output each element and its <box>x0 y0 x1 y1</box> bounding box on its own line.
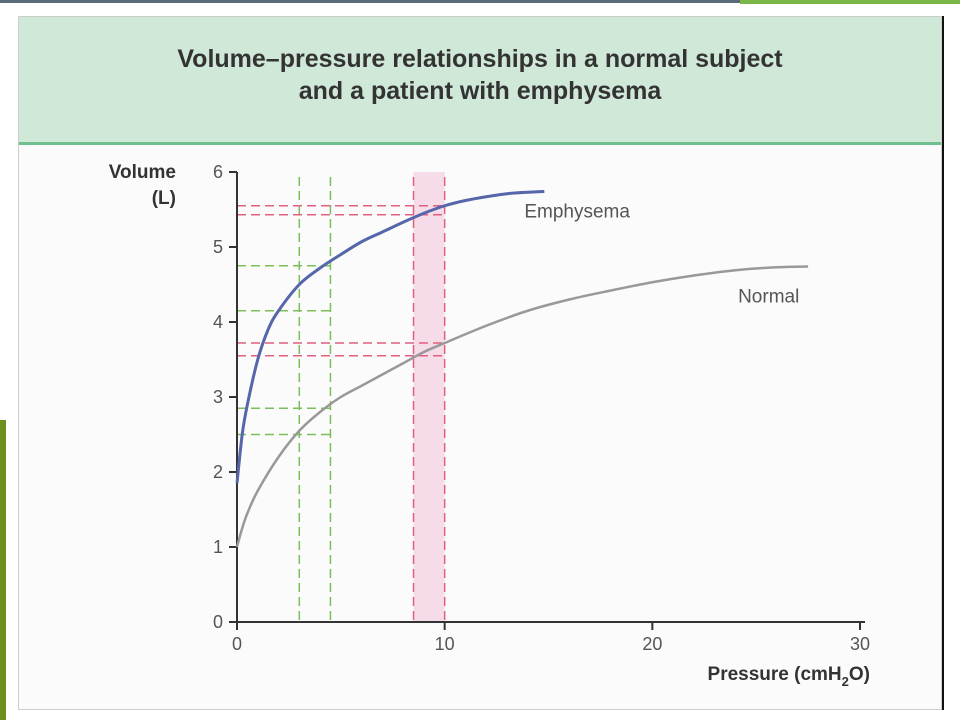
x-axis-label-prefix: Pressure (cmH <box>708 664 842 685</box>
y-tick-label-1: 1 <box>213 537 223 557</box>
guide-lines-layer <box>237 177 446 622</box>
x-tick-label-30: 30 <box>850 634 870 654</box>
y-tick-label-6: 6 <box>213 162 223 182</box>
x-axis-label: Pressure (cmH2O) <box>708 664 870 689</box>
x-tick-label-20: 20 <box>642 634 662 654</box>
emphysema-series-label: Emphysema <box>524 202 630 223</box>
top-border-line <box>0 0 960 3</box>
shaded-region-layer <box>413 172 445 622</box>
x-tick-label-10: 10 <box>435 634 455 654</box>
chart-title-line-2: and a patient with emphysema <box>298 76 662 105</box>
top-accent-bar <box>740 0 960 4</box>
chart-title-line-1: Volume–pressure relationships in a norma… <box>177 44 783 73</box>
figure-panel: Volume–pressure relationships in a norma… <box>18 16 942 710</box>
ticks-layer: 0 1 2 3 4 5 6 0 10 20 30 <box>213 162 870 654</box>
chart-title: Volume–pressure relationships in a norma… <box>177 43 782 107</box>
series-layer: Emphysema Normal <box>235 190 809 548</box>
normal-series-label: Normal <box>738 287 799 308</box>
y-tick-label-2: 2 <box>213 462 223 482</box>
x-axis-label-suffix: O) <box>849 664 870 685</box>
y-axis-label-line-1: Volume <box>109 162 176 183</box>
shaded-pressure-band <box>413 172 445 622</box>
y-tick-label-0: 0 <box>213 612 223 632</box>
y-tick-label-3: 3 <box>213 387 223 407</box>
panel-right-edge <box>942 16 944 710</box>
left-accent-strip <box>0 420 6 720</box>
x-tick-label-0: 0 <box>232 634 242 654</box>
y-axis-label-line-2: (L) <box>152 188 176 209</box>
figure-header: Volume–pressure relationships in a norma… <box>19 17 941 145</box>
y-tick-label-5: 5 <box>213 237 223 257</box>
emphysema-curve <box>235 190 545 484</box>
y-tick-label-4: 4 <box>213 312 223 332</box>
x-axis-label-subscript: 2 <box>842 674 849 689</box>
normal-curve <box>235 265 809 548</box>
